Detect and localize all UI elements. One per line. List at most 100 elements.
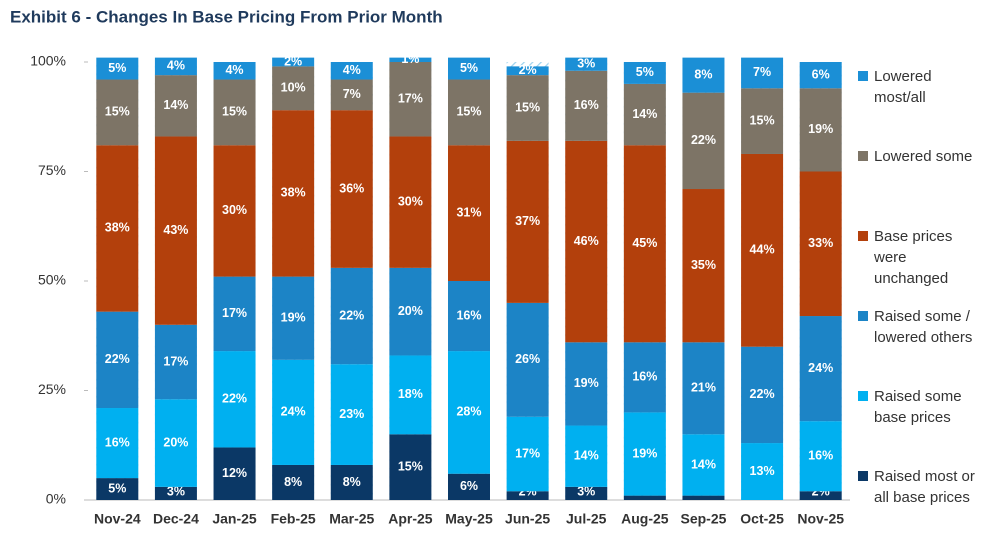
legend-item: Base prices were unchanged — [858, 226, 993, 306]
value-label: 35% — [691, 258, 716, 272]
bar-segment — [272, 359, 315, 465]
bar-segment — [96, 478, 139, 500]
legend-label: Raised some base prices — [874, 388, 962, 426]
bar-segment — [682, 92, 725, 190]
value-label: 5% — [460, 61, 478, 75]
value-label: 18% — [398, 387, 423, 401]
x-tick-label: Feb-25 — [271, 511, 316, 527]
value-label: 13% — [750, 464, 775, 478]
legend-label: Raised most or all base prices — [874, 468, 975, 506]
value-label: 4% — [343, 63, 361, 77]
bar-segment — [154, 486, 197, 500]
bar-segment — [448, 145, 490, 281]
value-label: 16% — [105, 435, 130, 449]
bar-segment — [389, 136, 432, 268]
bar-segment — [448, 281, 490, 352]
value-label: 16% — [574, 98, 599, 112]
value-label: 16% — [808, 448, 833, 462]
value-label: 3% — [577, 56, 595, 70]
x-tick-label: Nov-24 — [94, 511, 141, 527]
bar-segment — [330, 110, 373, 268]
x-tick-label: Aug-25 — [621, 511, 669, 527]
bar-segment — [330, 364, 373, 465]
value-label: 14% — [691, 457, 716, 471]
value-label: 33% — [808, 236, 833, 250]
bar-segment — [154, 75, 197, 137]
bar-segment — [741, 153, 784, 347]
value-label: 5% — [636, 65, 654, 79]
value-label: 7% — [753, 65, 771, 79]
value-label: 8% — [343, 475, 361, 489]
value-label: 4% — [225, 63, 243, 77]
value-label: 45% — [632, 236, 657, 250]
bar-segment — [96, 57, 139, 80]
value-label: 14% — [632, 107, 657, 121]
value-label: 2% — [519, 63, 537, 77]
bar-segment — [448, 473, 490, 500]
value-label: 4% — [167, 59, 185, 73]
bar-segment — [799, 88, 842, 172]
bar-segment — [389, 434, 432, 500]
value-label: 43% — [163, 223, 188, 237]
bar-segment — [506, 140, 549, 303]
y-tick-label: 50% — [38, 272, 66, 288]
value-label: 20% — [163, 435, 188, 449]
legend-label: Lowered most/all — [874, 68, 932, 106]
bar-segment — [799, 171, 842, 317]
legend-swatch — [858, 71, 868, 81]
legend-swatch — [858, 391, 868, 401]
value-label: 14% — [574, 448, 599, 462]
bar-segment — [565, 342, 608, 426]
value-label: 23% — [339, 407, 364, 421]
value-label: 6% — [460, 479, 478, 493]
legend-label: Base prices were unchanged — [874, 228, 953, 287]
y-tick-label: 0% — [46, 491, 66, 507]
legend-item: Raised some base prices — [858, 386, 993, 466]
value-label: 22% — [105, 352, 130, 366]
bar-segment — [623, 145, 666, 343]
bar-segment — [96, 79, 139, 146]
y-tick-label: 75% — [38, 162, 66, 178]
x-tick-label: May-25 — [445, 511, 493, 527]
value-label: 16% — [456, 308, 481, 322]
value-label: 17% — [222, 306, 247, 320]
bar-segment — [213, 351, 256, 448]
value-label: 17% — [398, 92, 423, 106]
value-label: 37% — [515, 214, 540, 228]
value-label: 38% — [281, 186, 306, 200]
value-label: 17% — [515, 446, 540, 460]
value-label: 3% — [167, 484, 185, 498]
bar-segment — [154, 57, 197, 76]
value-label: 3% — [577, 484, 595, 498]
bar-segment — [623, 62, 666, 84]
legend-swatch — [858, 151, 868, 161]
legend-item: Raised most or all base prices — [858, 466, 993, 546]
value-label: 22% — [750, 387, 775, 401]
value-label: 6% — [812, 67, 830, 81]
bar-segment — [623, 83, 666, 146]
bar-segment — [682, 189, 725, 343]
x-tick-label: Jul-25 — [566, 511, 607, 527]
value-label: 2% — [284, 54, 302, 68]
bar-segment — [682, 434, 725, 496]
value-label: 24% — [281, 405, 306, 419]
value-label: 15% — [398, 459, 423, 473]
bar-segment — [623, 342, 666, 413]
value-label: 5% — [108, 481, 126, 495]
value-label: 44% — [750, 243, 775, 257]
bar-segment — [565, 140, 608, 343]
value-label: 22% — [339, 308, 364, 322]
bar-segment — [154, 136, 197, 325]
value-label: 5% — [108, 61, 126, 75]
value-label: 24% — [808, 361, 833, 375]
value-label: 30% — [222, 203, 247, 217]
value-label: 46% — [574, 234, 599, 248]
value-label: 1% — [401, 52, 419, 66]
bar-segment — [330, 267, 373, 365]
value-label: 19% — [281, 311, 306, 325]
value-label: 28% — [456, 405, 481, 419]
legend-item: Lowered some — [858, 146, 993, 226]
bar-segment — [565, 425, 608, 487]
chart-title: Exhibit 6 - Changes In Base Pricing From… — [10, 7, 443, 26]
